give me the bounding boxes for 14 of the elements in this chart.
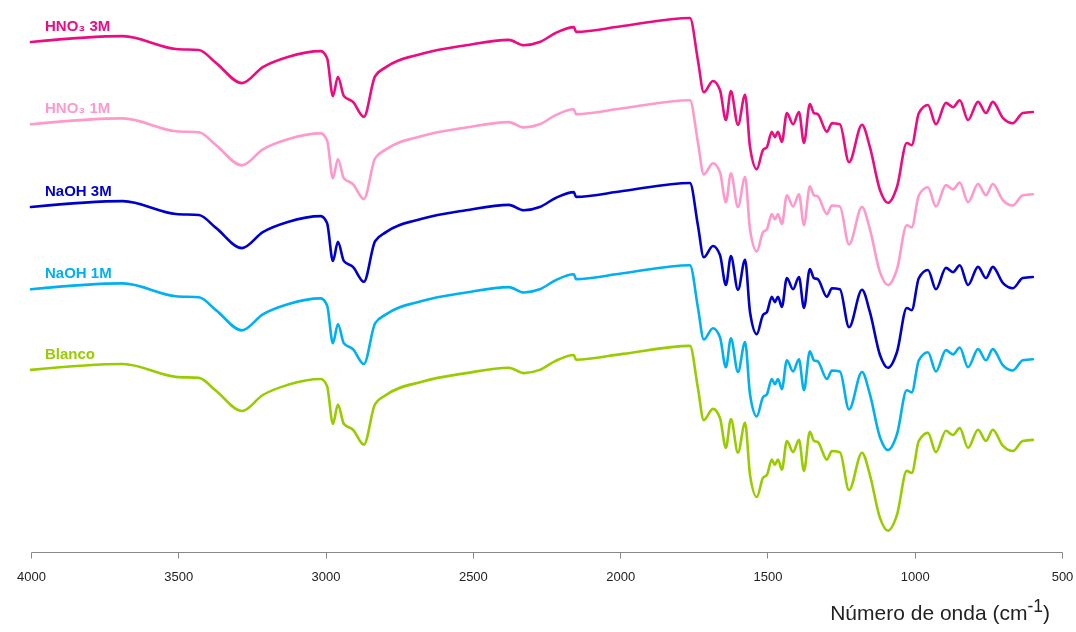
x-tick-label: 3500 bbox=[164, 568, 194, 584]
series-label: NaOH 3M bbox=[45, 182, 112, 200]
series-label: Blanco bbox=[45, 344, 96, 362]
x-tick-label: 1000 bbox=[900, 568, 930, 584]
x-tick-label: 500 bbox=[1051, 568, 1074, 584]
series-label: HNO₃ 3M bbox=[45, 17, 111, 35]
series-label: HNO₃ 1M bbox=[45, 99, 111, 117]
x-axis-title: Número de onda (cm$^{-1}$) bbox=[830, 596, 1050, 625]
x-tick-label: 2000 bbox=[606, 568, 636, 584]
series-label: NaOH 1M bbox=[45, 264, 112, 282]
x-tick-label: 2500 bbox=[458, 568, 488, 584]
x-tick-label: 3000 bbox=[311, 568, 341, 584]
x-tick-label: 4000 bbox=[17, 568, 46, 584]
x-tick-label: 1500 bbox=[753, 568, 783, 584]
